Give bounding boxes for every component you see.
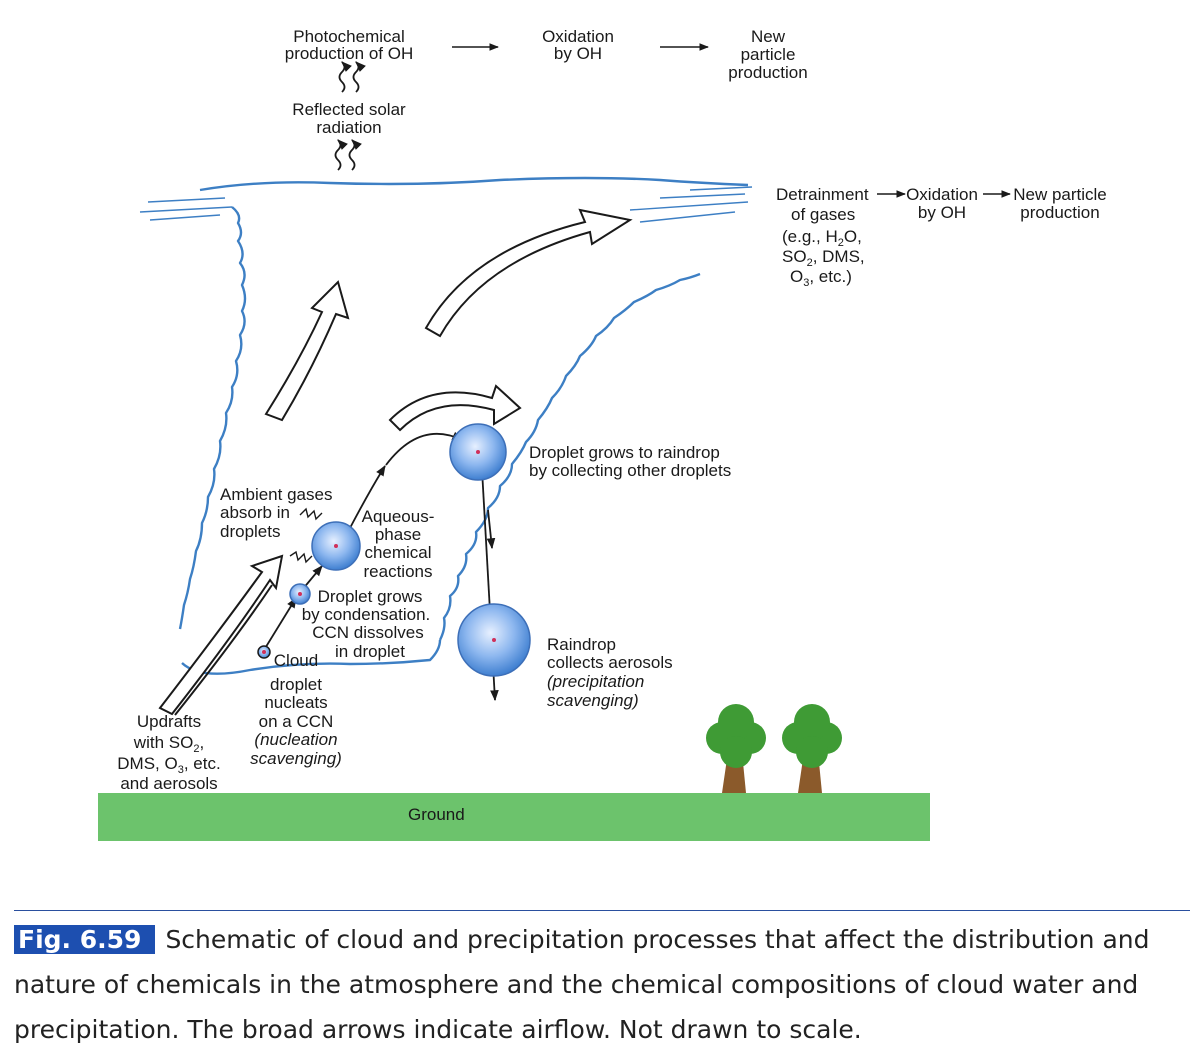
svg-text:reactions: reactions <box>364 562 433 581</box>
ground-label: Ground <box>408 805 465 824</box>
svg-text:production: production <box>728 63 807 82</box>
svg-text:CCN dissolves: CCN dissolves <box>312 623 423 642</box>
svg-text:with SO2,: with SO2, <box>133 733 204 755</box>
svg-text:Aqueous-: Aqueous- <box>362 507 435 526</box>
svg-text:chemical: chemical <box>364 543 431 562</box>
radiation-squiggles <box>334 61 366 171</box>
svg-text:(e.g., H2O,: (e.g., H2O, <box>782 227 862 249</box>
cloud-chemistry-diagram: Ground <box>98 27 1107 841</box>
svg-text:Photochemical: Photochemical <box>293 27 405 46</box>
label-aqueous: Aqueous- phase chemical reactions <box>362 507 435 581</box>
label-droplet-raindrop: Droplet grows to raindrop by collecting … <box>529 443 731 480</box>
svg-text:Cloud: Cloud <box>274 651 318 670</box>
svg-text:by collecting other droplets: by collecting other droplets <box>529 461 731 480</box>
svg-text:Updrafts: Updrafts <box>137 712 201 731</box>
figure-caption: Fig. 6.59 Schematic of cloud and precipit… <box>14 910 1190 1052</box>
svg-text:New: New <box>751 27 786 46</box>
svg-text:by OH: by OH <box>918 203 966 222</box>
label-droplet-grows: Droplet grows by condensation. CCN disso… <box>302 587 431 661</box>
svg-text:Ambient gases: Ambient gases <box>220 485 332 504</box>
svg-text:particle: particle <box>741 45 796 64</box>
svg-text:scavenging): scavenging) <box>547 691 639 710</box>
svg-text:(nucleation: (nucleation <box>254 730 337 749</box>
svg-text:Reflected solar: Reflected solar <box>292 100 406 119</box>
svg-text:DMS, O3, etc.: DMS, O3, etc. <box>117 754 220 776</box>
label-oxidation-right: Oxidation by OH <box>906 185 978 222</box>
svg-text:(precipitation: (precipitation <box>547 672 644 691</box>
label-new-particle-top: New particle production <box>728 27 807 82</box>
trees <box>706 704 842 793</box>
label-cloud-droplet: Cloud droplet nucleats on a CCN (nucleat… <box>250 651 342 768</box>
svg-text:Oxidation: Oxidation <box>906 185 978 204</box>
caption-text: Schematic of cloud and precipitation pro… <box>14 925 1150 1044</box>
svg-text:on a CCN: on a CCN <box>259 712 334 731</box>
svg-text:production of OH: production of OH <box>285 44 414 63</box>
svg-text:radiation: radiation <box>316 118 381 137</box>
svg-text:Detrainment: Detrainment <box>776 185 869 204</box>
svg-text:by OH: by OH <box>554 44 602 63</box>
svg-text:New particle: New particle <box>1013 185 1107 204</box>
label-new-particle-right: New particle production <box>1013 185 1107 222</box>
droplet-path <box>263 431 499 702</box>
tree-left <box>706 704 766 793</box>
svg-text:phase: phase <box>375 525 421 544</box>
svg-text:droplets: droplets <box>220 522 280 541</box>
svg-text:in droplet: in droplet <box>335 642 405 661</box>
svg-text:O3, etc.): O3, etc.) <box>790 267 852 289</box>
tree-right <box>782 704 842 793</box>
svg-text:of gases: of gases <box>791 205 855 224</box>
droplet-flow-arrow <box>388 384 522 432</box>
svg-text:Raindrop: Raindrop <box>547 635 616 654</box>
label-reflected-radiation: Reflected solar radiation <box>292 100 406 137</box>
label-detrainment: Detrainment of gases (e.g., H2O, SO2, DM… <box>776 185 869 289</box>
label-oxidation-top: Oxidation by OH <box>542 27 614 63</box>
label-photochemical: Photochemical production of OH <box>285 27 414 63</box>
droplets <box>257 423 531 677</box>
label-updrafts: Updrafts with SO2, DMS, O3, etc. and aer… <box>117 712 220 793</box>
svg-text:production: production <box>1020 203 1099 222</box>
svg-text:SO2, DMS,: SO2, DMS, <box>782 247 865 269</box>
svg-text:collects aerosols: collects aerosols <box>547 653 673 672</box>
airflow-arrows <box>158 208 633 716</box>
ground-bar <box>98 793 930 841</box>
top-process-arrows <box>452 43 1011 198</box>
svg-text:Droplet grows to raindrop: Droplet grows to raindrop <box>529 443 720 462</box>
cloud-outline <box>139 176 753 675</box>
svg-text:nucleats: nucleats <box>264 693 327 712</box>
svg-text:and aerosols: and aerosols <box>120 774 217 793</box>
svg-text:Droplet grows: Droplet grows <box>318 587 423 606</box>
svg-text:absorb in: absorb in <box>220 503 290 522</box>
figure-label: Fig. 6.59 <box>14 925 156 954</box>
svg-text:scavenging): scavenging) <box>250 749 342 768</box>
updraft-arrow-lower <box>158 554 284 716</box>
svg-text:Oxidation: Oxidation <box>542 27 614 46</box>
outflow-arrow <box>424 208 633 338</box>
updraft-arrow-middle <box>264 280 350 422</box>
svg-text:by condensation.: by condensation. <box>302 605 431 624</box>
label-raindrop-collects: Raindrop collects aerosols (precipitatio… <box>547 635 673 710</box>
svg-text:droplet: droplet <box>270 675 322 694</box>
label-ambient-gases: Ambient gases absorb in droplets <box>220 485 332 541</box>
